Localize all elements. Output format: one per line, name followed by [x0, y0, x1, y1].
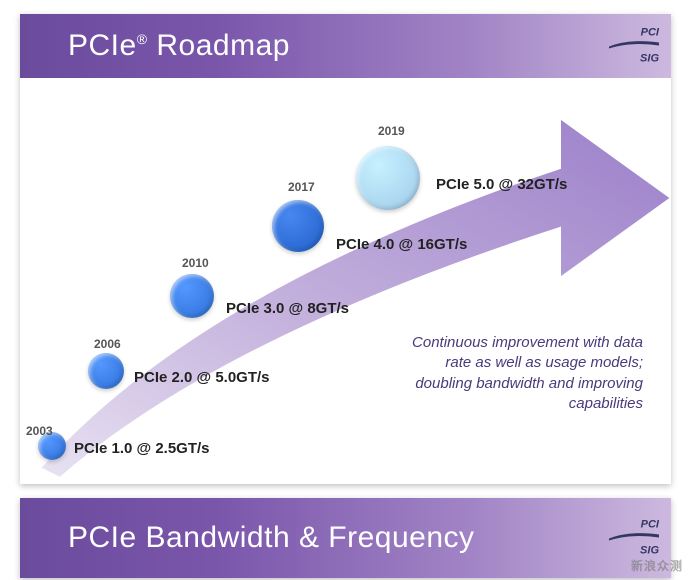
year-label: 2006: [94, 337, 121, 351]
watermark: 新浪众测: [631, 557, 683, 574]
logo-swoosh-icon: [609, 41, 659, 49]
node-label: PCIe 5.0 @ 32GT/s: [436, 176, 567, 193]
roadmap-arrow: [20, 78, 671, 484]
year-label: 2017: [288, 180, 315, 194]
node-label: PCIe 2.0 @ 5.0GT/s: [134, 369, 270, 386]
pci-sig-logo-2: PCI SIG: [609, 520, 659, 557]
chart-area: 2003 PCIe 1.0 @ 2.5GT/s 2006 PCIe 2.0 @ 5.0…: [20, 78, 671, 484]
node-label: PCIe 3.0 @ 8GT/s: [226, 300, 349, 317]
node-label: PCIe 1.0 @ 2.5GT/s: [74, 440, 210, 457]
logo-bottom: SIG: [609, 54, 659, 65]
year-label: 2019: [378, 124, 405, 138]
slide-title: PCIe® Roadmap: [68, 29, 290, 63]
slide2-title: PCIe Bandwidth & Frequency: [68, 521, 475, 555]
pci-sig-logo: PCI SIG: [609, 28, 659, 65]
logo-bottom: SIG: [609, 546, 659, 557]
node-label: PCIe 4.0 @ 16GT/s: [336, 236, 467, 253]
roadmap-slide: PCIe® Roadmap PCI SIG 2003 PCIe 1.0 @ 2.5…: [20, 14, 671, 484]
roadmap-note: Continuous improvement with data rate as…: [398, 333, 643, 414]
year-label: 2010: [182, 256, 209, 270]
timeline-node: [88, 353, 124, 389]
timeline-node: [170, 274, 214, 318]
bandwidth-slide: PCIe Bandwidth & Frequency PCI SIG: [20, 498, 671, 578]
title-bar-2: PCIe Bandwidth & Frequency PCI SIG: [20, 498, 671, 578]
logo-top: PCI: [609, 520, 659, 531]
logo-top: PCI: [609, 28, 659, 39]
title-bar: PCIe® Roadmap PCI SIG: [20, 14, 671, 78]
timeline-node: [356, 146, 420, 210]
timeline-node: [272, 200, 324, 252]
year-label: 2003: [26, 424, 53, 438]
logo-swoosh-icon: [609, 533, 659, 541]
